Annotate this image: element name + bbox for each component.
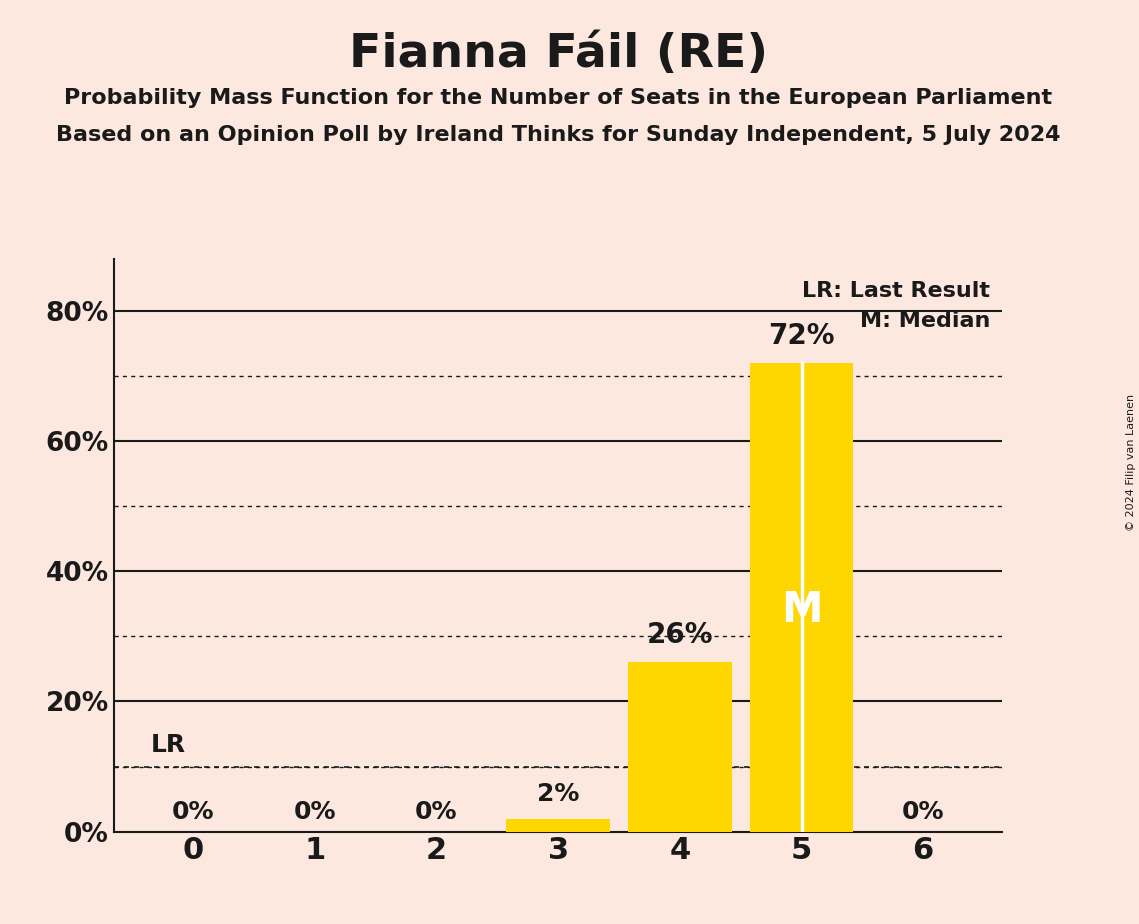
Text: 0%: 0% [294,800,336,824]
Text: LR: LR [150,733,186,757]
Text: M: Median: M: Median [860,310,990,331]
Text: Probability Mass Function for the Number of Seats in the European Parliament: Probability Mass Function for the Number… [64,88,1052,108]
Bar [628,663,731,832]
Text: Fianna Fáil (RE): Fianna Fáil (RE) [349,32,768,78]
Text: 26%: 26% [647,621,713,650]
Text: LR: Last Result: LR: Last Result [802,281,990,301]
Text: 72%: 72% [769,322,835,350]
Text: Based on an Opinion Poll by Ireland Thinks for Sunday Independent, 5 July 2024: Based on an Opinion Poll by Ireland Thin… [56,125,1060,145]
Bar [507,819,609,832]
Text: 0%: 0% [172,800,214,824]
Text: 0%: 0% [902,800,944,824]
Bar [749,363,853,832]
Text: M: M [780,590,822,631]
Text: © 2024 Filip van Laenen: © 2024 Filip van Laenen [1126,394,1136,530]
Text: 0%: 0% [415,800,458,824]
Text: 2%: 2% [536,782,580,806]
